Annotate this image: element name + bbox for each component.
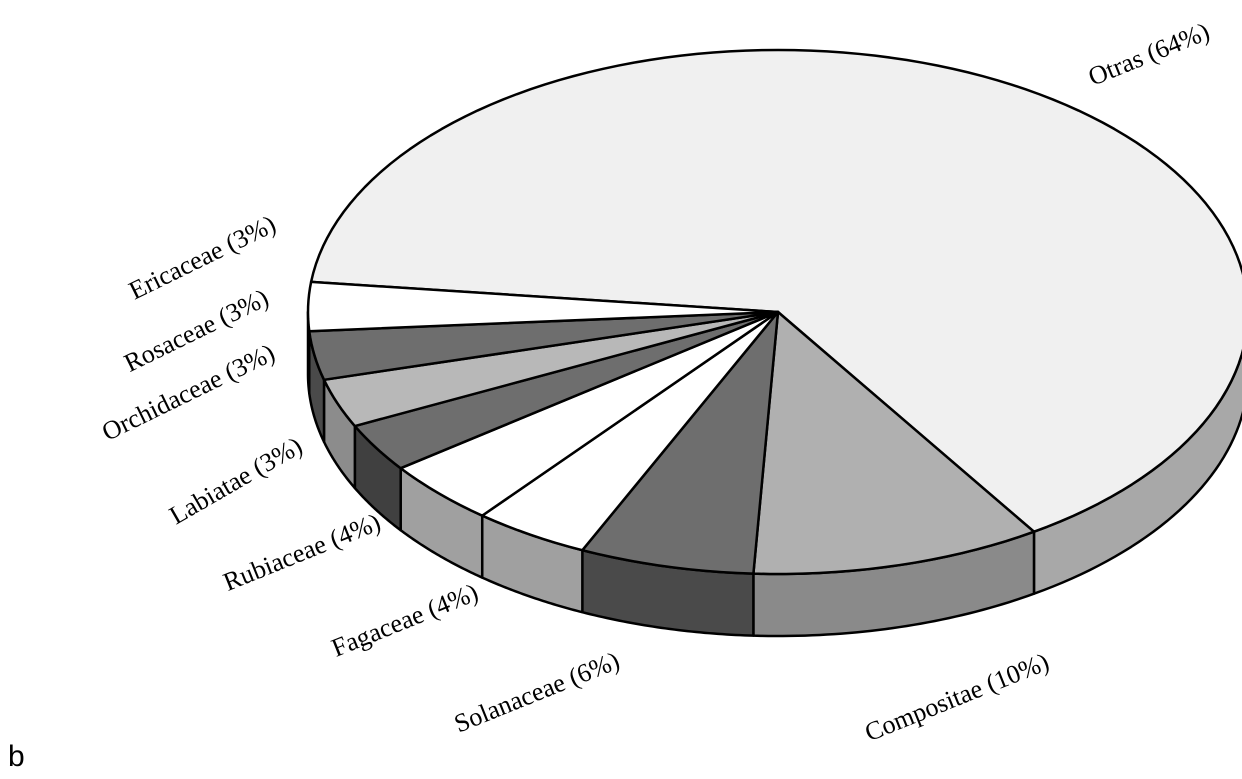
- slice-label-0: Otras (64%): [1084, 17, 1213, 92]
- slice-label-5: Labiatae (3%): [164, 431, 307, 530]
- pie-slice-0: [309, 48, 1242, 533]
- slice-label-2: Solanaceae (6%): [450, 646, 623, 739]
- pie-slice-2: [581, 310, 780, 575]
- pie-slice-4: [399, 310, 780, 517]
- pie-slice-7: [308, 310, 780, 382]
- panel-letter: b: [8, 740, 25, 773]
- slice-label-3: Fagaceae (4%): [327, 578, 482, 663]
- pie-slice-1: [752, 310, 1036, 576]
- pie-slice-5: [353, 310, 780, 470]
- pie-slice-3: [480, 310, 780, 552]
- slice-label-4: Rubiaceae (4%): [219, 507, 384, 596]
- pie-slice-8: [306, 280, 780, 333]
- pie-slice-6: [322, 310, 780, 428]
- slice-label-1: Compositae (10%): [861, 647, 1053, 747]
